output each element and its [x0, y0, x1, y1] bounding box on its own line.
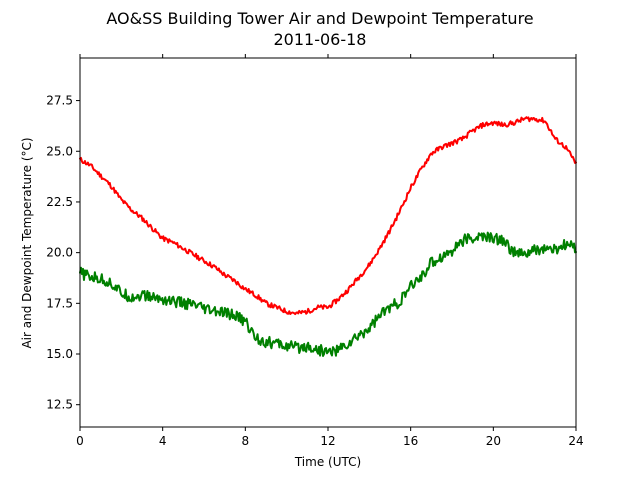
x-tick-label: 16 [403, 434, 418, 448]
y-tick-label: 12.5 [46, 398, 73, 412]
x-tick-label: 20 [486, 434, 501, 448]
ticks-layer: 0 4 8 12 16 20 24 12.5 15.0 17.5 20.0 22.5 25.0 27.5 [46, 54, 584, 448]
y-tick-label: 15.0 [46, 347, 73, 361]
chart-title: AO&SS Building Tower Air and Dewpoint Te… [106, 9, 533, 28]
x-tick-label: 24 [568, 434, 583, 448]
x-tick-label: 12 [320, 434, 335, 448]
x-tick-label: 8 [242, 434, 250, 448]
y-tick-label: 17.5 [46, 296, 73, 310]
chart-subtitle: 2011-06-18 [274, 30, 367, 49]
y-tick-label: 20.0 [46, 246, 73, 260]
series-line-1 [79, 231, 577, 357]
plot-area: 0 4 8 12 16 20 24 12.5 15.0 17.5 20.0 22.5 25.0 27.5 [46, 54, 584, 448]
y-tick-label: 25.0 [46, 144, 73, 158]
x-tick-label: 0 [76, 434, 84, 448]
series-line-0 [79, 116, 577, 316]
x-axis-label: Time (UTC) [294, 455, 361, 469]
y-tick-label: 27.5 [46, 94, 73, 108]
x-tick-label: 4 [159, 434, 167, 448]
y-axis-label: Air and Dewpoint Temperature (°C) [20, 137, 34, 348]
y-tick-label: 22.5 [46, 195, 73, 209]
series-layer [79, 116, 577, 357]
